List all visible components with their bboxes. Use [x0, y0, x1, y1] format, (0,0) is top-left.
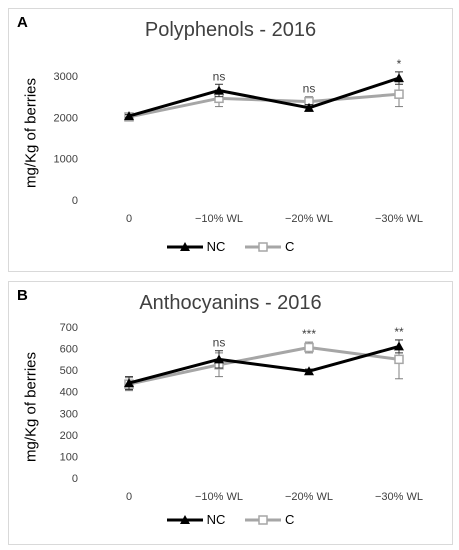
data-point-nc — [214, 354, 224, 364]
series-line-c — [128, 345, 400, 386]
plot-area: 0 100 200 300 400 500 600 700 0 −10% WL −20% WL −30… — [60, 322, 423, 503]
legend-label: NC — [206, 512, 226, 527]
legend-item-c: C — [245, 239, 294, 254]
legend-item-nc: NC — [166, 239, 226, 254]
significance-label: ** — [394, 325, 404, 339]
plot-area: 0 1000 2000 3000 0 −10% WL −20% WL −30% WL ns ns * — [54, 57, 423, 225]
x-tick-label: 0 — [126, 213, 132, 225]
x-tick-label: −20% WL — [285, 491, 333, 503]
y-tick-label: 1000 — [54, 154, 78, 166]
x-tick-label: −10% WL — [195, 213, 243, 225]
legend-item-nc: NC — [166, 512, 226, 527]
y-tick-label: 400 — [60, 387, 78, 399]
data-point-c — [304, 342, 314, 353]
y-tick-label: 300 — [60, 408, 78, 420]
x-tick-label: −10% WL — [195, 491, 243, 503]
triangle-marker-icon — [166, 241, 203, 251]
y-tick-label: 0 — [72, 195, 78, 207]
data-point-nc — [304, 102, 314, 112]
data-point-nc — [304, 366, 314, 376]
y-tick-label: 0 — [72, 473, 78, 485]
x-tick-label: −30% WL — [375, 491, 423, 503]
y-tick-label: 3000 — [54, 71, 78, 83]
data-point-c — [394, 354, 404, 365]
data-point-nc — [124, 111, 134, 121]
series-line-nc — [128, 344, 400, 385]
x-tick-label: −20% WL — [285, 213, 333, 225]
significance-label: ns — [213, 69, 226, 83]
legend: NC C — [9, 239, 452, 256]
y-tick-label: 2000 — [54, 112, 78, 124]
significance-label: ns — [303, 82, 316, 96]
data-point-nc — [124, 378, 134, 388]
y-tick-label: 500 — [60, 365, 78, 377]
chart-title: Anthocyanins - 2016 — [139, 292, 322, 314]
legend-label: C — [285, 512, 295, 527]
chart-title: Polyphenols - 2016 — [144, 19, 317, 41]
data-point-nc — [214, 85, 224, 95]
square-marker-icon — [245, 514, 281, 525]
x-tick-label: 0 — [126, 491, 132, 503]
data-point-nc — [394, 73, 404, 83]
panel-label: A — [17, 14, 28, 31]
data-point-c — [394, 89, 404, 99]
y-tick-label: 700 — [60, 322, 78, 334]
chart-panel-b: B Anthocyanins - 2016 mg/Kg of berries 0… — [8, 281, 453, 545]
significance-label: ns — [213, 336, 226, 350]
series-line-nc — [128, 76, 400, 118]
y-tick-label: 100 — [60, 451, 78, 463]
legend: NC C — [9, 512, 452, 529]
y-tick-label: 200 — [60, 430, 78, 442]
legend-label: C — [285, 239, 295, 254]
y-tick-label: 600 — [60, 344, 78, 356]
x-tick-label: −30% WL — [375, 213, 423, 225]
triangle-marker-icon — [166, 514, 203, 524]
significance-label: *** — [302, 327, 316, 341]
significance-label: * — [397, 57, 402, 71]
data-point-nc — [394, 341, 404, 351]
panel-label: B — [17, 287, 28, 304]
legend-item-c: C — [245, 512, 294, 527]
square-marker-icon — [245, 241, 281, 252]
legend-label: NC — [206, 239, 226, 254]
